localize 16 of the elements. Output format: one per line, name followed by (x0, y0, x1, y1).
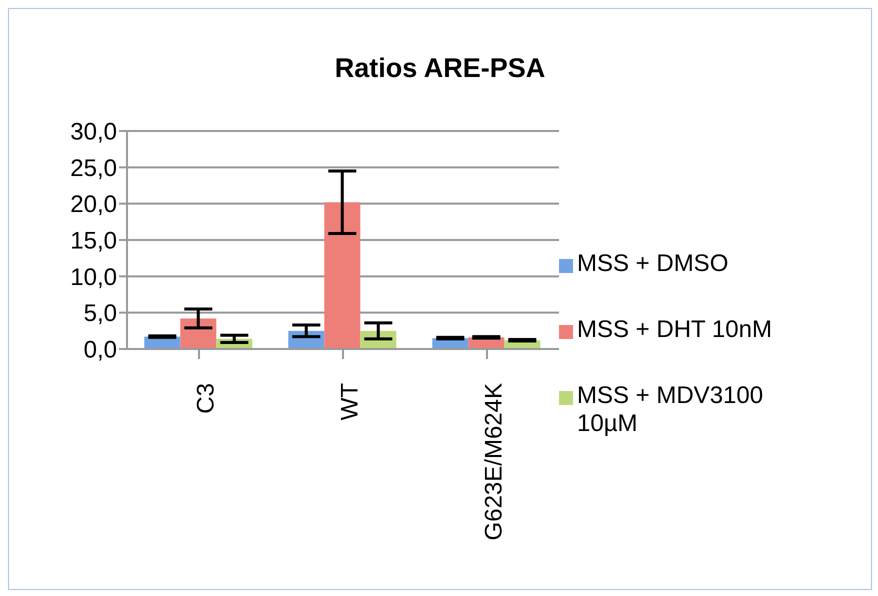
y-tick-label: 30,0 (70, 118, 117, 146)
x-tick-label: G623E/M624K (480, 383, 508, 540)
legend-label: MSS + DMSO (577, 250, 730, 278)
y-tick-label: 20,0 (70, 191, 117, 218)
y-tick-label: 25,0 (70, 154, 117, 182)
y-tick-label: 0,0 (84, 336, 117, 364)
y-tick-label: 10,0 (70, 264, 117, 291)
x-tick-label: C3 (192, 383, 220, 414)
y-tick-label: 5,0 (84, 300, 117, 328)
chart-title: Ratios ARE-PSA (334, 53, 546, 84)
legend-label: MSS + DHT 10nM (577, 316, 773, 344)
bar (180, 318, 216, 349)
legend-label: MSS + MDV3100 10µM (577, 382, 764, 438)
bar (324, 202, 360, 349)
y-tick-label: 15,0 (70, 228, 117, 255)
x-tick-label: WT (336, 382, 364, 420)
